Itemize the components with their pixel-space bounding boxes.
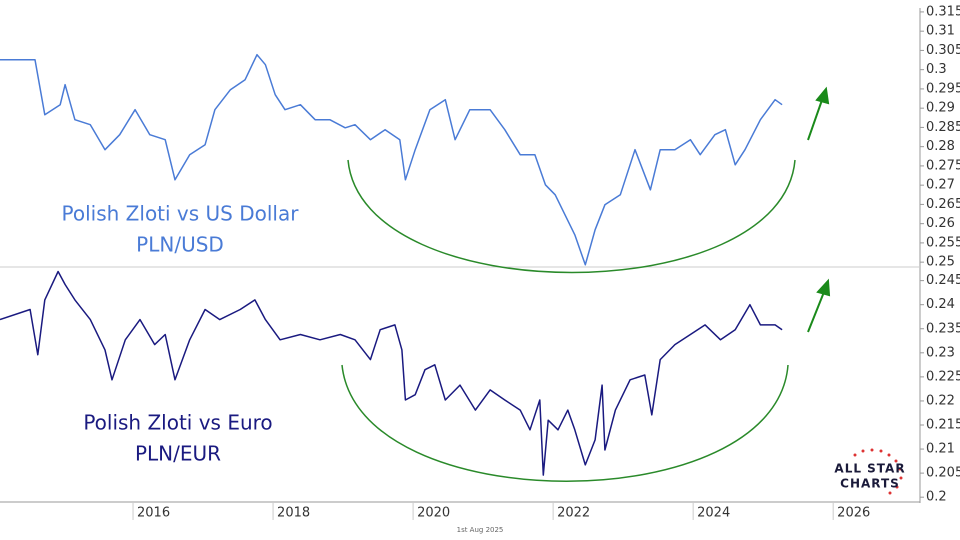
y-tick-label: 0.255 bbox=[926, 235, 960, 250]
y-tick-label: 0.205 bbox=[926, 466, 960, 481]
y-tick-label: 0.3 bbox=[926, 62, 947, 77]
footer: 1st Aug 2025 bbox=[457, 526, 504, 534]
y-tick-label: 0.26 bbox=[926, 216, 955, 231]
x-tick-label: 2016 bbox=[137, 506, 170, 521]
arrowhead bbox=[815, 86, 830, 105]
price-line bbox=[0, 53, 783, 266]
logo-text: CHARTS bbox=[840, 477, 900, 491]
y-tick-label: 0.235 bbox=[926, 321, 960, 336]
x-tick-label: 2024 bbox=[697, 506, 730, 521]
y-tick-label: 0.2 bbox=[926, 490, 947, 505]
annotation: PLN/EUR bbox=[135, 442, 221, 466]
x-tick-label: 2018 bbox=[277, 506, 310, 521]
y-tick-label: 0.315 bbox=[926, 4, 960, 19]
price-line bbox=[0, 270, 783, 476]
annotation: Polish Zloti vs Euro bbox=[83, 411, 272, 435]
y-tick-label: 0.275 bbox=[926, 158, 960, 173]
annotation: Polish Zloti vs US Dollar bbox=[62, 202, 300, 226]
trend-arc bbox=[347, 159, 796, 274]
y-tick-label: 0.215 bbox=[926, 418, 960, 433]
logo-stars bbox=[853, 448, 903, 495]
arrow bbox=[807, 99, 823, 141]
y-tick-label: 0.225 bbox=[926, 369, 960, 384]
y-tick-label: 0.24 bbox=[926, 297, 955, 312]
y-tick-label: 0.245 bbox=[926, 273, 960, 288]
x-tick-label: 2022 bbox=[557, 506, 590, 521]
y-tick-label: 0.23 bbox=[926, 345, 955, 360]
x-tick-label: 2026 bbox=[837, 506, 870, 521]
y-tick-label: 0.265 bbox=[926, 197, 960, 212]
y-tick-label: 0.25 bbox=[926, 255, 955, 270]
annotation: PLN/USD bbox=[136, 233, 224, 257]
x-tick-label: 2020 bbox=[417, 506, 450, 521]
y-tick-label: 0.295 bbox=[926, 81, 960, 96]
y-tick-label: 0.305 bbox=[926, 43, 960, 58]
y-tick-label: 0.28 bbox=[926, 139, 955, 154]
y-tick-label: 0.27 bbox=[926, 178, 955, 193]
arrows bbox=[807, 86, 831, 333]
y-tick-label: 0.21 bbox=[926, 442, 955, 457]
arrow bbox=[807, 291, 825, 333]
trend-arc bbox=[341, 364, 789, 482]
arrowhead bbox=[816, 278, 831, 297]
logo: ALL STAR CHARTS bbox=[834, 448, 905, 495]
logo-text: ALL STAR bbox=[834, 462, 905, 476]
y-tick-label: 0.29 bbox=[926, 101, 955, 116]
y-tick-label: 0.285 bbox=[926, 120, 960, 135]
y-tick-label: 0.31 bbox=[926, 24, 955, 39]
y-tick-label: 0.22 bbox=[926, 393, 955, 408]
